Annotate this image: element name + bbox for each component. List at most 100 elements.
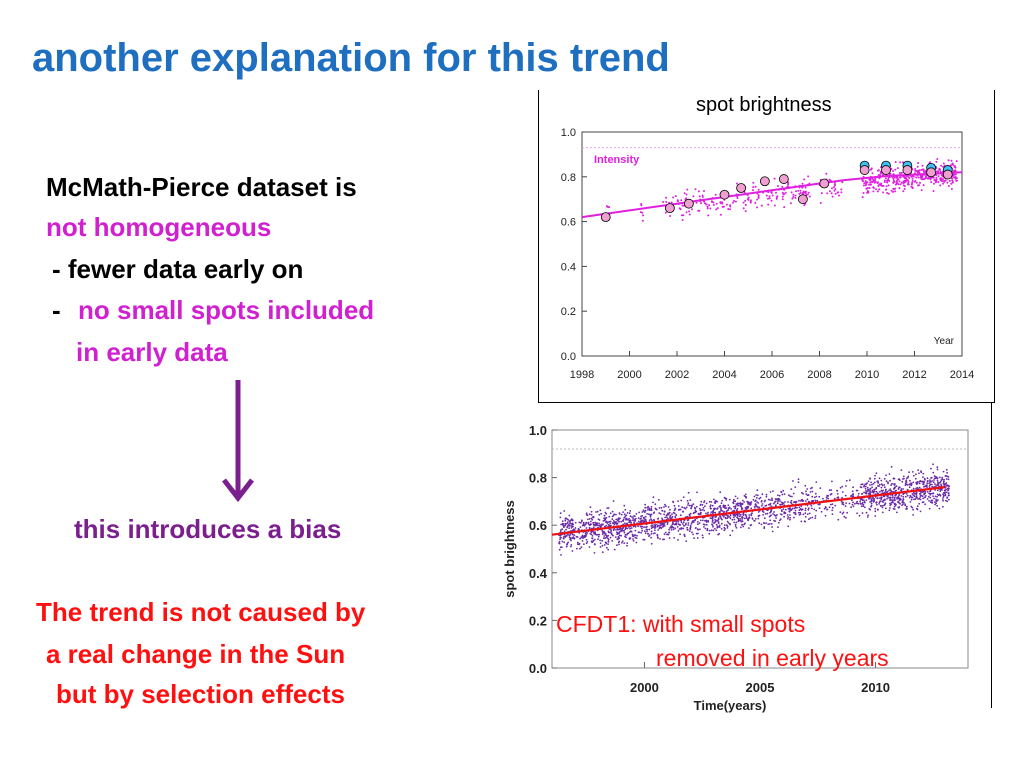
brightness-point <box>802 513 805 516</box>
brightness-point <box>938 493 941 496</box>
brightness-point <box>898 486 900 489</box>
brightness-point <box>669 527 671 529</box>
brightness-point <box>621 540 624 542</box>
brightness-point <box>702 506 705 509</box>
brightness-point <box>650 525 653 527</box>
brightness-point <box>563 530 566 533</box>
brightness-point <box>704 505 706 508</box>
brightness-point <box>777 497 780 500</box>
brightness-point <box>614 536 617 538</box>
brightness-point <box>888 489 890 492</box>
brightness-point <box>605 516 608 519</box>
brightness-point <box>611 518 614 521</box>
brightness-point <box>809 517 812 519</box>
brightness-point <box>624 535 626 538</box>
brightness-point <box>805 493 808 495</box>
brightness-point <box>576 547 578 550</box>
intensity-point <box>749 200 752 203</box>
brightness-point <box>568 514 571 517</box>
brightness-point <box>842 501 844 504</box>
brightness-point <box>672 501 675 504</box>
brightness-point <box>723 526 726 529</box>
brightness-point <box>626 512 629 514</box>
brightness-point <box>787 501 789 503</box>
brightness-point <box>646 506 649 509</box>
intensity-point <box>886 192 889 194</box>
brightness-point <box>663 513 665 516</box>
brightness-point <box>703 509 706 512</box>
brightness-point <box>850 495 852 497</box>
brightness-point <box>894 503 897 505</box>
brightness-point <box>728 498 731 501</box>
brightness-point <box>585 513 588 516</box>
brightness-point <box>909 479 911 482</box>
brightness-point <box>908 496 911 499</box>
intensity-point <box>953 176 956 179</box>
brightness-point <box>618 528 621 531</box>
intensity-point <box>706 205 709 208</box>
brightness-point <box>637 517 640 519</box>
brightness-point <box>722 515 725 518</box>
brightness-point <box>869 484 871 486</box>
brightness-point <box>738 512 741 515</box>
brightness-point <box>775 498 778 501</box>
intensity-point <box>916 165 919 168</box>
brightness-point <box>773 511 775 513</box>
brightness-point <box>620 534 622 537</box>
brightness-point <box>682 511 684 513</box>
brightness-point <box>818 495 821 498</box>
brightness-point <box>646 513 648 515</box>
brightness-point <box>942 496 945 498</box>
intensity-point <box>669 215 672 217</box>
brightness-point <box>906 477 908 480</box>
brightness-point <box>689 515 691 517</box>
brightness-point <box>626 532 629 535</box>
brightness-point <box>873 477 876 480</box>
brightness-point <box>934 495 937 498</box>
brightness-point <box>625 517 627 520</box>
brightness-point <box>575 535 578 538</box>
brightness-point <box>654 529 656 532</box>
intensity-point <box>752 181 755 184</box>
brightness-point <box>919 496 922 498</box>
brightness-point <box>701 519 704 522</box>
brightness-point <box>734 495 737 498</box>
brightness-point <box>759 496 762 499</box>
brightness-point <box>644 519 647 522</box>
brightness-point <box>760 500 763 503</box>
brightness-point <box>845 516 847 519</box>
brightness-point <box>598 519 601 521</box>
brightness-point <box>943 483 946 485</box>
brightness-point <box>814 515 817 517</box>
intensity-point <box>833 189 836 192</box>
brightness-point <box>836 496 839 499</box>
brightness-point <box>623 531 626 534</box>
brightness-point <box>603 535 606 537</box>
brightness-point <box>723 510 725 513</box>
brightness-point <box>732 502 735 505</box>
brightness-point <box>611 533 613 536</box>
fewer-data-text: - fewer data early on <box>52 254 304 284</box>
brightness-point <box>715 529 718 532</box>
brightness-point <box>926 491 929 493</box>
intensity-point <box>732 201 734 204</box>
brightness-point <box>607 534 610 537</box>
brightness-point <box>825 496 828 499</box>
intensity-point <box>721 205 724 208</box>
brightness-point <box>669 508 671 511</box>
brightness-point <box>794 506 797 509</box>
brightness-point <box>856 489 859 492</box>
brightness-point <box>622 520 625 522</box>
intensity-point <box>903 181 906 184</box>
intensity-point <box>933 182 935 185</box>
brightness-point <box>705 502 708 505</box>
brightness-point <box>659 538 661 540</box>
brightness-point <box>793 516 795 519</box>
brightness-point <box>819 503 821 505</box>
intensity-point <box>911 187 914 190</box>
brightness-point <box>905 479 908 482</box>
intensity-point <box>932 190 935 192</box>
brightness-point <box>701 534 704 537</box>
brightness-point <box>774 500 777 503</box>
brightness-point <box>616 528 619 531</box>
